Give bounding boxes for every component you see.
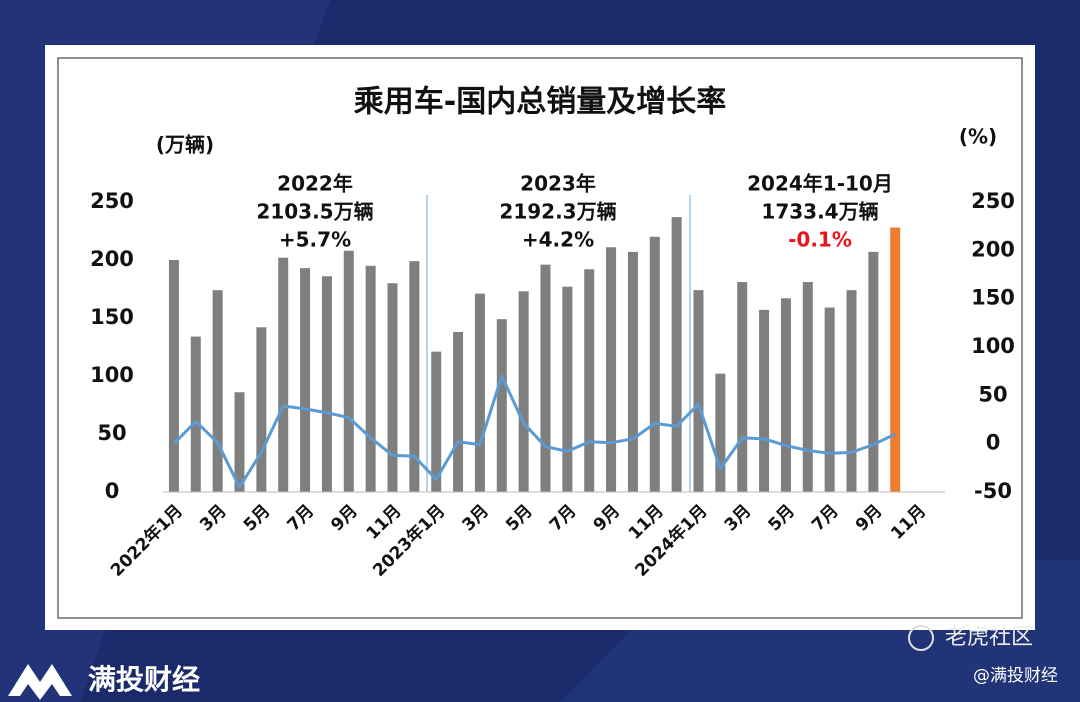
bar	[759, 309, 770, 492]
annotation: +4.2%	[522, 228, 594, 252]
annotation: 2192.3万辆	[499, 200, 616, 224]
bar	[715, 373, 726, 492]
bar	[606, 247, 617, 492]
bar	[496, 319, 507, 492]
bar	[278, 257, 289, 492]
annotation: 2103.5万辆	[256, 200, 373, 224]
bar	[453, 331, 464, 492]
annotation: +5.7%	[279, 228, 351, 252]
y-tick-label: 0	[105, 479, 120, 503]
brand: 满投财经	[88, 663, 200, 696]
bar	[409, 261, 420, 492]
bar	[780, 298, 791, 492]
bar	[431, 351, 442, 492]
bar	[321, 276, 332, 492]
bar	[693, 290, 704, 492]
chart-title: 乘用车-国内总销量及增长率	[354, 85, 726, 120]
logo	[8, 664, 72, 700]
y-tick-label: 150	[90, 305, 134, 329]
bar	[474, 293, 485, 492]
y2-tick-label: 50	[978, 382, 1007, 406]
bar	[824, 307, 835, 492]
y2-tick-label: -50	[974, 479, 1012, 503]
growth-line	[172, 374, 896, 489]
bar	[256, 327, 267, 492]
y2-tick-label: 150	[971, 286, 1015, 310]
y-axis-label: (万辆)	[156, 133, 214, 157]
bar	[671, 217, 682, 492]
community-icon	[908, 625, 934, 651]
y2-axis-label: (%)	[959, 125, 997, 149]
bar	[649, 236, 660, 492]
bar	[890, 227, 901, 492]
bar	[168, 260, 179, 492]
y2-tick-label: 250	[971, 189, 1015, 213]
bar	[300, 268, 311, 492]
bar	[518, 291, 529, 492]
bar	[737, 282, 748, 492]
bar	[868, 251, 879, 492]
bar	[212, 290, 223, 492]
annotation: 2022年	[277, 172, 353, 196]
annotation: 2023年	[520, 172, 596, 196]
bar	[584, 269, 595, 492]
bar	[387, 283, 398, 492]
annotation: 1733.4万辆	[761, 200, 878, 224]
annotation: 2024年1-10月	[747, 172, 893, 196]
y-tick-label: 100	[90, 363, 134, 387]
community: 老虎社区	[945, 625, 1033, 650]
frame	[57, 57, 1023, 619]
y-tick-label: 50	[97, 421, 126, 445]
bar	[234, 392, 245, 492]
y2-tick-label: 0	[986, 431, 1001, 455]
bar	[802, 282, 813, 492]
bar	[627, 251, 638, 492]
y-tick-label: 250	[90, 189, 134, 213]
annotation: -0.1%	[788, 228, 852, 252]
y-tick-label: 200	[90, 247, 134, 271]
bar	[540, 264, 551, 492]
y2-tick-label: 200	[971, 237, 1015, 261]
bar	[190, 336, 201, 492]
bar	[343, 250, 354, 492]
bar	[846, 290, 857, 492]
handle: @满投财经	[973, 666, 1058, 686]
bar	[562, 286, 573, 492]
bar	[365, 265, 376, 492]
y2-tick-label: 100	[971, 334, 1015, 358]
